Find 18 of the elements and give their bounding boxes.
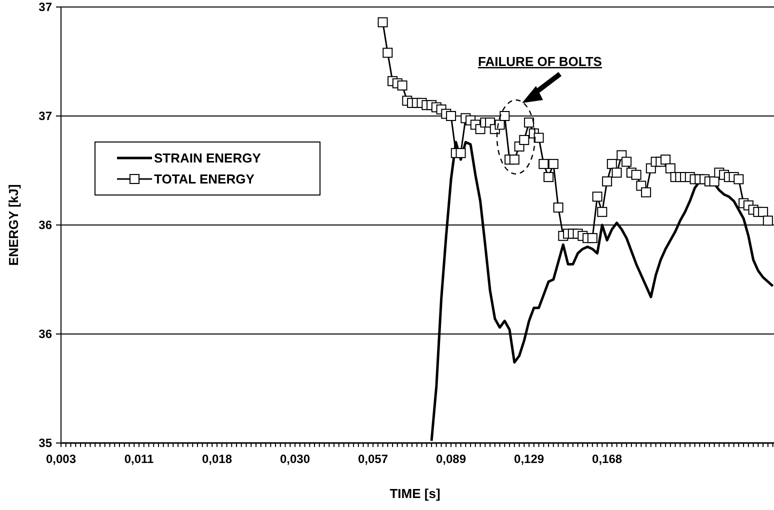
legend-label: TOTAL ENERGY — [154, 172, 255, 187]
y-tick-label: 35 — [38, 436, 52, 450]
y-axis-title: ENERGY [kJ] — [6, 184, 21, 266]
x-tick-label: 0,089 — [436, 452, 466, 466]
annotation: FAILURE OF BOLTS — [478, 54, 602, 69]
y-tick-label: 37 — [38, 109, 52, 124]
x-axis-title: TIME [s] — [390, 486, 440, 501]
y-tick-label: 36 — [38, 327, 52, 342]
y-tick-label: 36 — [38, 218, 52, 232]
y-tick-label: 37 — [38, 0, 52, 14]
x-tick-label: 0,168 — [592, 452, 622, 466]
x-tick-label: 0,030 — [280, 452, 310, 466]
legend-label: STRAIN ENERGY — [154, 150, 262, 166]
x-tick-label: 0,129 — [514, 452, 544, 466]
x-tick-label: 0,011 — [124, 452, 154, 466]
x-tick-label: 0,003 — [46, 452, 76, 466]
x-tick-label: 0,018 — [202, 452, 232, 466]
x-tick-label: 0,057 — [358, 452, 388, 466]
